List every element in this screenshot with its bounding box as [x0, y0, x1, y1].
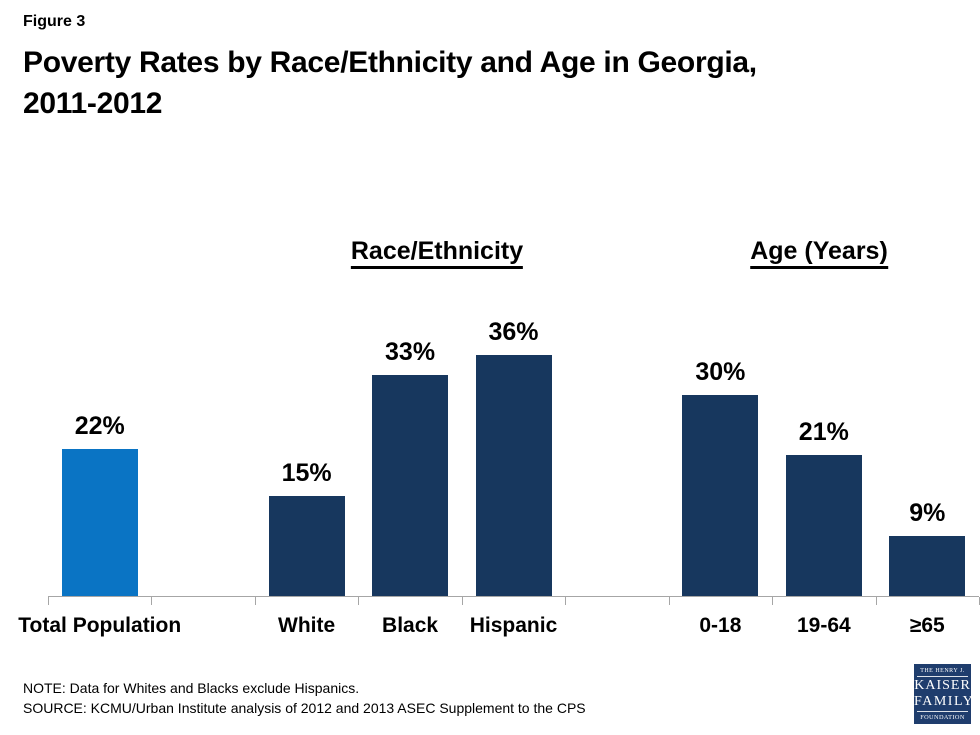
- note-text: NOTE: Data for Whites and Blacks exclude…: [23, 680, 360, 696]
- category-label-19-64: 19-64: [796, 614, 851, 637]
- value-label-19-64: 21%: [798, 418, 849, 447]
- bar-black: [372, 374, 449, 596]
- category-label-white: White: [278, 614, 336, 637]
- group-header-age-years-label: Age (Years): [750, 237, 888, 269]
- bar-19-64: [785, 455, 862, 596]
- axis-tick: [565, 597, 567, 605]
- source-text: SOURCE: KCMU/Urban Institute analysis of…: [23, 699, 586, 716]
- category-label-total-population: Total Population: [18, 614, 182, 637]
- bar-0-18: [682, 395, 759, 596]
- axis-tick: [668, 597, 670, 605]
- logo-the-henry-j-text: THE HENRY J.: [917, 668, 968, 677]
- bar-total-population: [61, 448, 138, 596]
- figure-label: Figure 3: [23, 13, 86, 30]
- bar-white: [268, 495, 345, 596]
- logo-foundation-text: FOUNDATION: [917, 711, 968, 721]
- kff-logo: THE HENRY J. KAISER FAMILY FOUNDATION: [914, 664, 975, 724]
- axis-tick: [151, 597, 153, 605]
- axis-tick: [772, 597, 774, 605]
- axis-tick: [48, 597, 49, 605]
- chart-title-line-1: Poverty Rates by Race/Ethnicity and Age …: [23, 46, 757, 79]
- x-axis-line: [48, 596, 979, 597]
- logo-kaiser-text: KAISER: [914, 678, 971, 693]
- category-label-black: Black: [382, 614, 439, 637]
- chart-title: Poverty Rates by Race/Ethnicity and Age …: [23, 42, 757, 124]
- value-label-white: 15%: [281, 458, 332, 487]
- group-header-race-ethnicity-label: Race/Ethnicity: [350, 237, 524, 269]
- footnotes: NOTE: Data for Whites and Blacks exclude…: [23, 679, 586, 718]
- group-header-age-years: Age (Years): [750, 236, 888, 269]
- axis-tick: [254, 597, 256, 605]
- bar-hispanic: [475, 354, 552, 596]
- category-label-65: ≥65: [909, 614, 945, 637]
- value-label-0-18: 30%: [695, 358, 746, 386]
- chart-title-line-2: 2011-2012: [23, 87, 163, 120]
- value-label-hispanic: 36%: [488, 317, 539, 346]
- bar-65: [889, 535, 966, 596]
- category-label-0-18: 0-18: [699, 614, 742, 637]
- axis-tick: [358, 597, 360, 605]
- value-label-total-population: 22%: [74, 411, 125, 440]
- value-label-black: 33%: [385, 337, 436, 366]
- group-header-race-ethnicity: Race/Ethnicity: [350, 236, 524, 269]
- value-label-65: 9%: [909, 498, 946, 527]
- axis-tick: [875, 597, 877, 605]
- category-label-hispanic: Hispanic: [469, 614, 558, 637]
- logo-family-text: FAMILY: [914, 694, 975, 709]
- axis-tick: [461, 597, 463, 605]
